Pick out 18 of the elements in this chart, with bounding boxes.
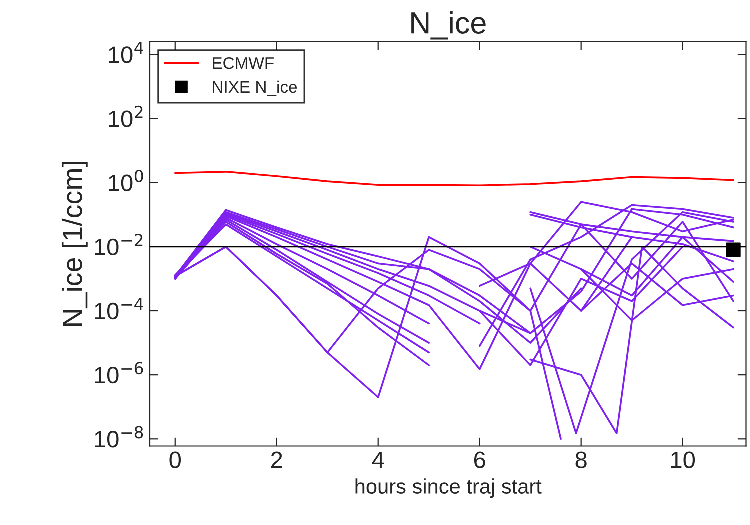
y-tick-label: 10$^{−6}$ <box>95 362 144 384</box>
x-tick-label: 8 <box>576 452 587 468</box>
y-tick-label: 10$^{−8}$ <box>95 426 144 448</box>
x-tick-label: 4 <box>372 452 384 468</box>
chart-title: N_ice <box>412 12 486 40</box>
x-tick-label: 6 <box>474 452 486 468</box>
x-tick-label: 2 <box>271 452 282 468</box>
y-tick-label: 10$^{0}$ <box>109 170 144 192</box>
x-tick-label: 0 <box>170 452 182 468</box>
x-axis-title: hours since traj start <box>356 478 542 498</box>
x-tick-label: 10 <box>671 452 696 468</box>
legend-label: ECMWF <box>213 57 274 70</box>
legend-label: NIXE N_ice <box>213 80 298 96</box>
y-tick-label: 10$^{4}$ <box>109 42 144 64</box>
y-tick-label: 10$^{2}$ <box>109 106 143 128</box>
y-tick-label: 10$^{−2}$ <box>95 234 143 256</box>
y-axis-title: N_ice [1/ccm] <box>62 162 88 326</box>
y-tick-label: 10$^{−4}$ <box>95 298 144 320</box>
